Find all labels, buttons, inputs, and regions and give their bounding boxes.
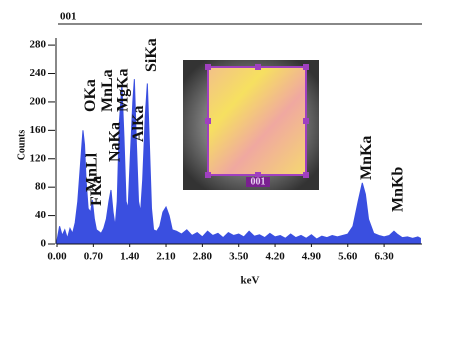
x-tick-label: 0.00: [47, 251, 67, 263]
inset-label: 001: [251, 176, 266, 187]
y-tick-label: 120: [30, 152, 47, 164]
peak-label: MnLa: [99, 69, 116, 112]
y-tick-label: 280: [30, 39, 47, 51]
x-axis-label: keV: [241, 275, 260, 287]
peak-label: SiKa: [143, 38, 160, 72]
peak-label: MnKa: [358, 136, 375, 180]
peak-label: OKa: [82, 79, 99, 112]
y-axis-label: Counts: [16, 130, 27, 161]
inset-image: 001: [183, 60, 319, 190]
inset-label-bg: [246, 177, 270, 187]
x-tick-label: 0.70: [84, 251, 104, 263]
x-tick-label: 5.60: [338, 251, 358, 263]
y-tick-label: 0: [41, 238, 47, 250]
x-tick-label: 1.40: [120, 251, 140, 263]
peak-label: MnKb: [390, 167, 407, 212]
x-tick-label: 2.10: [156, 251, 176, 263]
y-tick-label: 200: [30, 95, 47, 107]
x-tick-label: 3.50: [229, 251, 249, 263]
chart-title: 001: [60, 11, 77, 23]
x-tick-label: 6.30: [374, 251, 394, 263]
handles: [205, 64, 309, 178]
peak-label: FKa: [88, 176, 105, 206]
peak-label: NaKa: [107, 122, 124, 162]
y-tick-label: 80: [35, 181, 47, 193]
peak-label: MgKa: [115, 68, 132, 112]
x-tick-label: 4.90: [302, 251, 322, 263]
x-tick-label: 4.20: [265, 251, 285, 263]
selection-box: [207, 66, 307, 176]
peak-label: AlKa: [130, 106, 147, 142]
spectrum: [56, 79, 421, 245]
peak-label: MnLl: [84, 152, 101, 192]
y-tick-label: 40: [35, 209, 47, 221]
x-tick-label: 2.80: [193, 251, 213, 263]
y-tick-label: 240: [30, 67, 47, 79]
y-tick-label: 160: [30, 124, 47, 136]
